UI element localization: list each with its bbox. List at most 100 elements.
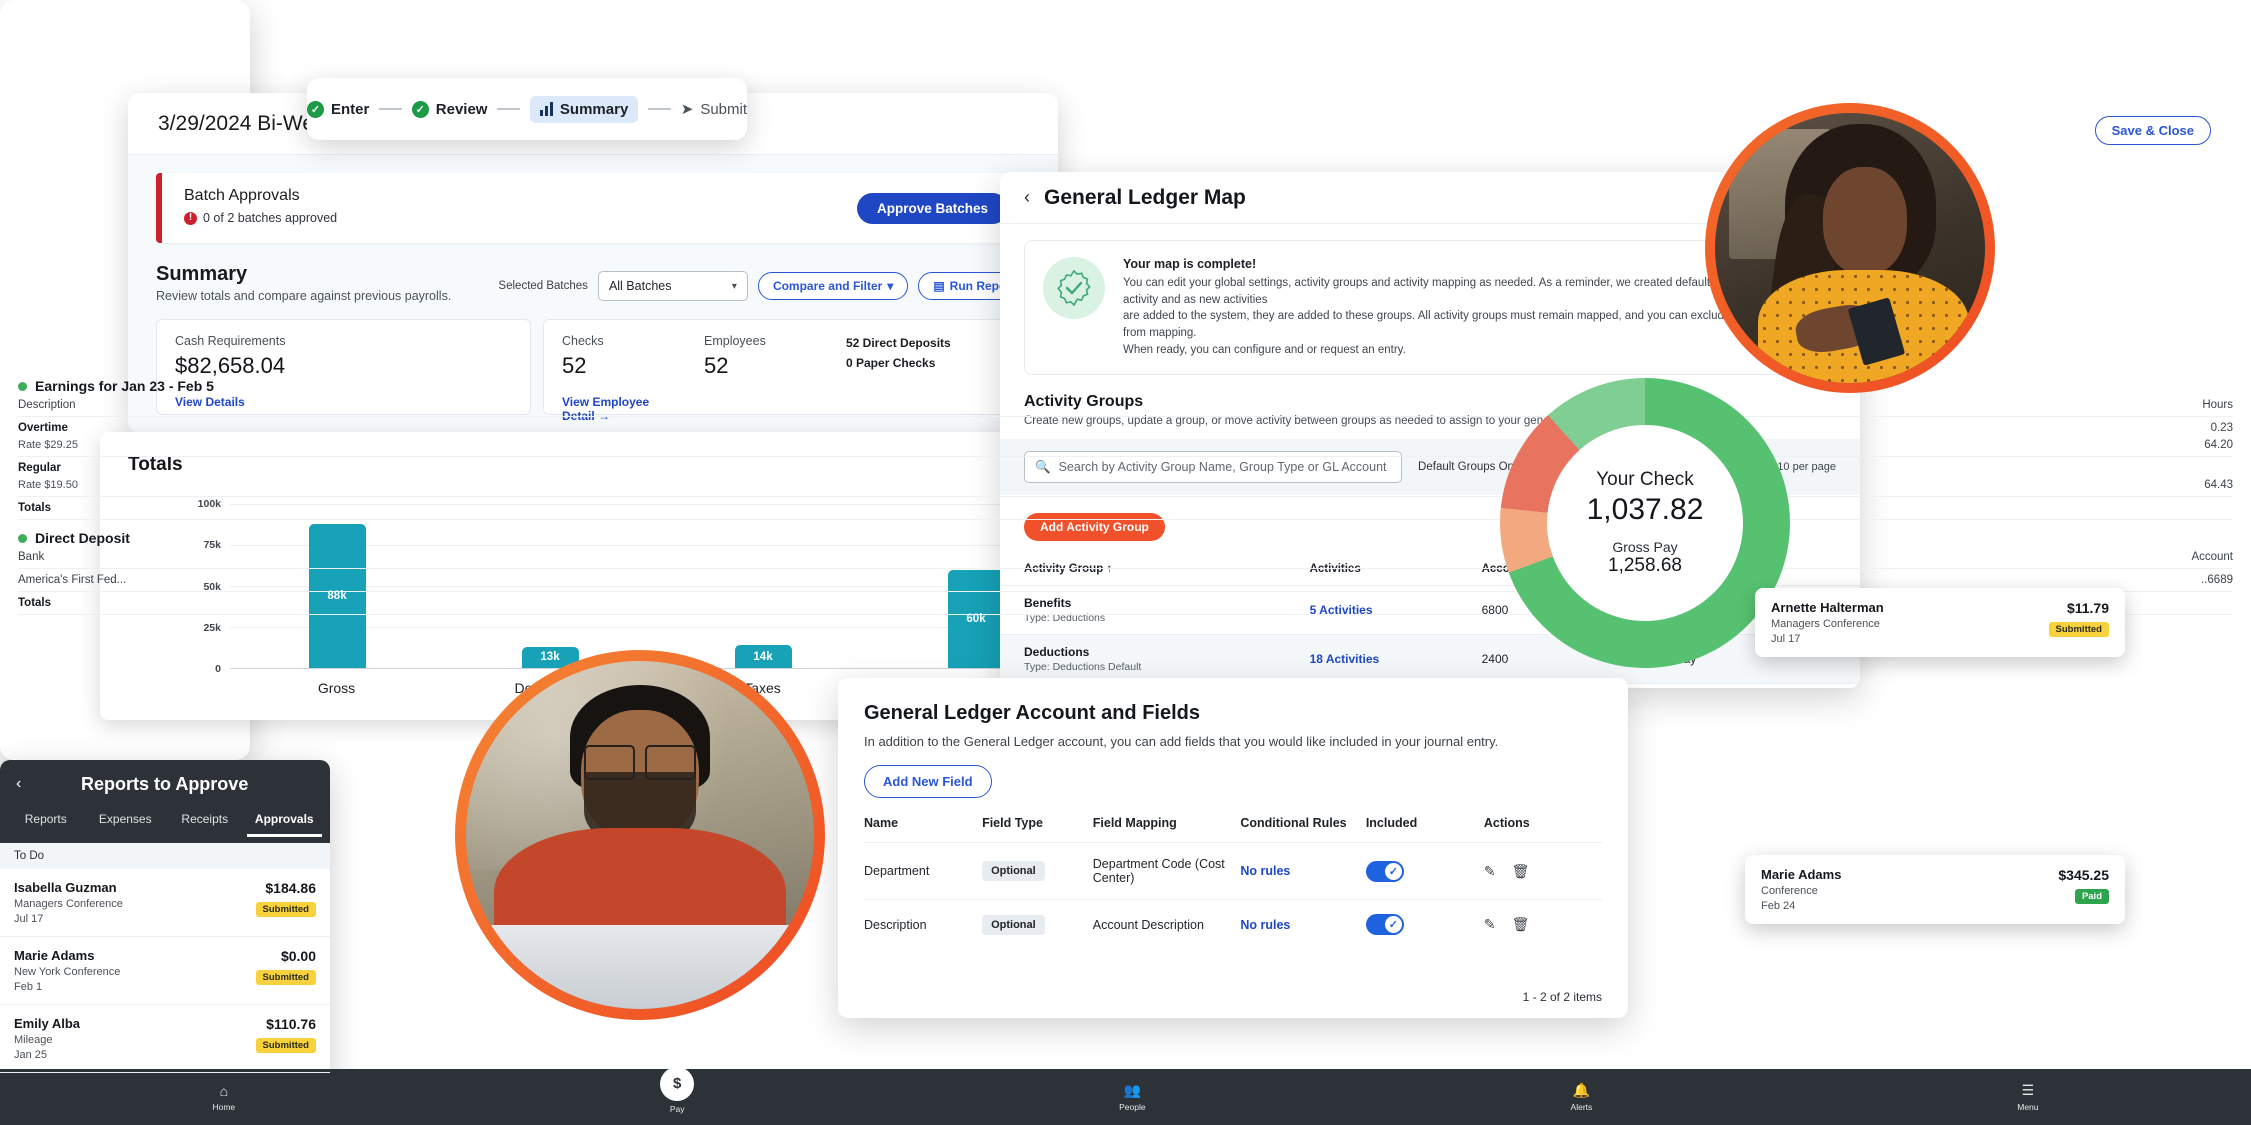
- y-axis-tick: 75k: [203, 539, 221, 552]
- activity-group-name: Benefits: [1024, 596, 1072, 611]
- tab-reports[interactable]: Reports: [24, 812, 67, 826]
- field-mapping: Department Code (Cost Center): [1092, 842, 1241, 900]
- included-toggle[interactable]: ✓: [1365, 860, 1404, 882]
- col-field-type: Field Type: [982, 816, 1043, 830]
- add-new-field-button[interactable]: Add New Field: [864, 765, 992, 798]
- selected-batches-value: All Batches: [608, 279, 672, 293]
- photo-inner: [466, 661, 814, 1009]
- report-person-name: Marie Adams: [1761, 867, 1842, 882]
- batch-approvals-title: Batch Approvals: [184, 187, 300, 204]
- step-submit[interactable]: ➤ Submit: [681, 100, 747, 119]
- col-conditional-rules: Conditional Rules: [1240, 816, 1347, 830]
- summary-title: Summary: [156, 263, 248, 285]
- callout-line-1: You can edit your global settings, activ…: [1123, 277, 1813, 306]
- chart-gridline: 50k: [203, 581, 1082, 593]
- col-activity-group[interactable]: Activity Group ↑: [1024, 563, 1113, 576]
- activity-group-type: Type: Deductions Default: [1024, 661, 1142, 674]
- chart-bar[interactable]: 88k: [308, 523, 366, 668]
- totals-label: Totals: [18, 502, 52, 514]
- bar-value-label: 88k: [327, 589, 347, 602]
- included-toggle[interactable]: ✓: [1365, 914, 1404, 935]
- bar-chart-icon: [539, 102, 553, 116]
- chart-gridline: 25k: [203, 622, 1082, 634]
- gl-fields-subtitle: In addition to the General Ledger accoun…: [864, 734, 1499, 749]
- stat-card-cash-requirements: Cash Requirements $82,658.04 View Detail…: [156, 319, 531, 415]
- chart-gridline: 100k: [198, 498, 1082, 510]
- highlighted-report-arnette[interactable]: Arnette Halterman Managers Conference Ju…: [1755, 588, 2125, 657]
- earning-label: Regular: [18, 462, 61, 474]
- report-description: Mileage: [14, 1034, 53, 1046]
- table-row: Description Optional Account Description…: [864, 899, 1602, 949]
- edit-icon[interactable]: ✎: [1483, 916, 1496, 932]
- status-badge: Submitted: [255, 1038, 316, 1053]
- conditional-rules-link[interactable]: No rules: [1240, 864, 1291, 878]
- check-icon: ✓: [1384, 916, 1402, 933]
- activity-group-name: Deductions: [1024, 645, 1090, 660]
- donut-center: Your Check 1,037.82 Gross Pay 1,258.68: [1547, 425, 1743, 621]
- report-description: Managers Conference: [1771, 618, 1880, 630]
- summary-stat-row: Cash Requirements $82,658.04 View Detail…: [156, 319, 1030, 423]
- field-type-badge: Optional: [982, 914, 1045, 935]
- tab-receipts[interactable]: Receipts: [181, 812, 229, 826]
- reports-header: ‹ Reports to Approve: [0, 760, 330, 808]
- col-included: Included: [1365, 816, 1418, 830]
- field-name: Department: [864, 842, 983, 900]
- report-amount: $110.76: [266, 1016, 316, 1032]
- list-item[interactable]: Emily Alba Mileage Jan 25 $110.76 Submit…: [0, 1005, 330, 1073]
- earnings-row: Overtime 0.23: [18, 422, 2233, 434]
- status-badge: Paid: [2074, 889, 2109, 904]
- dd-row: America's First Fed... ..6689: [18, 569, 2233, 592]
- check-icon: ✓: [307, 100, 324, 118]
- earnings-heading-text: Earnings for Jan 23 - Feb 5: [35, 378, 214, 394]
- batch-approvals-banner: Batch Approvals ! 0 of 2 batches approve…: [156, 173, 1030, 243]
- run-report-label: Run Report: [949, 279, 1015, 293]
- step-connector: [497, 108, 520, 110]
- tab-expenses[interactable]: Expenses: [98, 812, 152, 826]
- field-mapping: Account Description: [1092, 899, 1241, 949]
- activities-link[interactable]: 5 Activities: [1309, 603, 1373, 618]
- highlighted-report-marie[interactable]: Marie Adams Conference Feb 24 $345.25 Pa…: [1745, 855, 2125, 924]
- check-icon: ✓: [411, 100, 429, 118]
- dd-totals-row: Totals: [18, 592, 2233, 615]
- activities-link[interactable]: 18 Activities: [1309, 652, 1380, 667]
- selected-batches-select[interactable]: All Batches ▾: [597, 271, 748, 301]
- stat-value: 52: [704, 353, 729, 378]
- chevron-left-icon[interactable]: ‹: [16, 775, 22, 792]
- default-groups-label: Default Groups Only?: [1418, 461, 1529, 474]
- step-review[interactable]: ✓ Review: [411, 100, 488, 118]
- step-label: Summary: [559, 100, 629, 118]
- col-field-mapping: Field Mapping: [1092, 816, 1177, 830]
- tab-approvals[interactable]: Approvals: [246, 808, 322, 837]
- activity-groups-title: Activity Groups: [1024, 393, 1144, 411]
- direct-deposit-section-heading: Direct Deposit: [18, 530, 2233, 546]
- delete-icon[interactable]: 🗑: [1511, 862, 1530, 879]
- status-dot-icon: [18, 381, 27, 391]
- save-and-close-button[interactable]: Save & Close: [2094, 116, 2211, 145]
- edit-icon[interactable]: ✎: [1483, 862, 1496, 879]
- list-item[interactable]: Marie Adams New York Conference Feb 1 $0…: [0, 937, 330, 1005]
- net-pay-amount: 1,037.82: [1586, 493, 1704, 526]
- step-summary[interactable]: Summary: [529, 95, 639, 123]
- compare-and-filter-button[interactable]: Compare and Filter ▾: [757, 272, 909, 300]
- batch-status-text: 0 of 2 batches approved: [203, 211, 338, 225]
- map-complete-callout: Your map is complete! You can edit your …: [1024, 240, 1836, 376]
- add-activity-group-button[interactable]: Add Activity Group: [1024, 513, 1165, 542]
- step-label: Submit: [700, 100, 747, 118]
- list-item[interactable]: Isabella Guzman Managers Conference Jul …: [0, 869, 330, 937]
- step-label: Review: [435, 100, 488, 118]
- chevron-left-icon[interactable]: ‹: [1024, 187, 1030, 207]
- per-page-label[interactable]: 10 per page: [1777, 461, 1836, 474]
- chart-bar[interactable]: 60k: [947, 569, 1005, 668]
- view-details-link[interactable]: View Details: [175, 395, 245, 409]
- callout-heading: Your map is complete!: [1123, 257, 1257, 271]
- report-person-name: Arnette Halterman: [1771, 600, 1884, 615]
- conditional-rules-link[interactable]: No rules: [1240, 917, 1291, 932]
- field-type-badge: Optional: [982, 861, 1045, 881]
- earnings-section-heading: Earnings for Jan 23 - Feb 5: [18, 378, 2233, 394]
- gl-map-header: ‹ General Ledger Map: [1000, 172, 1860, 224]
- approve-batches-button[interactable]: Approve Batches: [856, 193, 1008, 224]
- delete-icon[interactable]: 🗑: [1511, 916, 1530, 932]
- stat-label: Employees: [704, 334, 766, 348]
- step-enter[interactable]: ✓ Enter: [307, 100, 369, 118]
- y-axis-tick: 25k: [203, 621, 221, 634]
